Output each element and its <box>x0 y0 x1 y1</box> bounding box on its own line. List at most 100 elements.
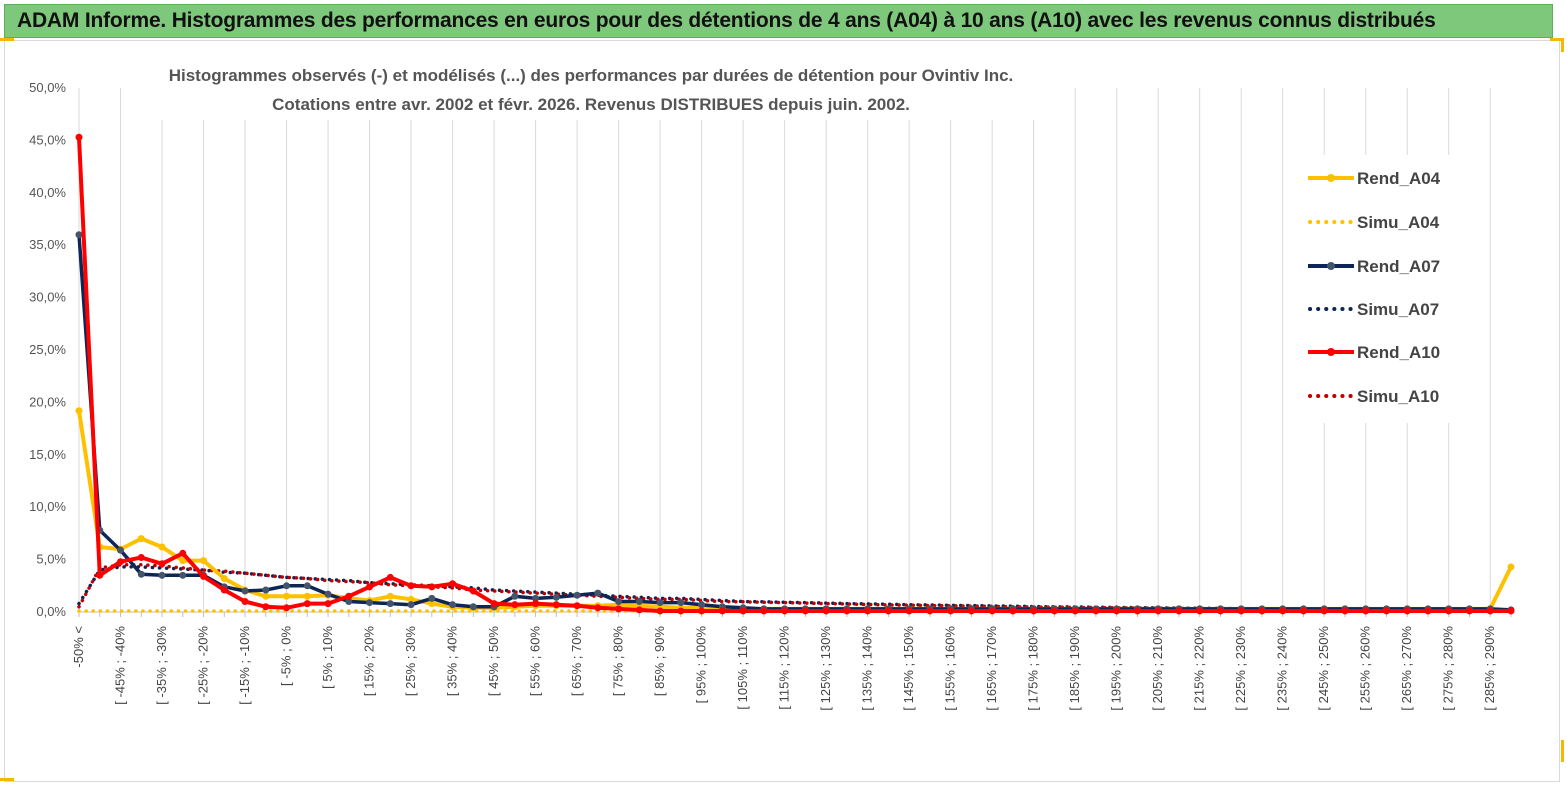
point-rend-a10 <box>386 573 394 581</box>
point-rend-a10 <box>345 592 353 600</box>
corner-mark-bl <box>0 778 14 781</box>
point-rend-a10 <box>428 583 436 591</box>
point-rend-a10 <box>801 607 809 615</box>
x-tick-label: [ 105% ; 110% <box>735 626 750 710</box>
legend-marker-rend-a10 <box>1327 348 1335 356</box>
point-rend-a10 <box>573 602 581 610</box>
point-rend-a10 <box>615 605 623 613</box>
point-rend-a10 <box>677 607 685 615</box>
point-rend-a07 <box>386 600 394 608</box>
series-line-rend-a10 <box>77 137 1511 613</box>
point-rend-a10 <box>718 607 726 615</box>
point-rend-a10 <box>1279 607 1287 615</box>
point-rend-a07 <box>366 599 374 607</box>
point-rend-a10 <box>137 554 145 562</box>
point-rend-a07 <box>303 582 311 590</box>
point-rend-a10 <box>967 607 975 615</box>
point-rend-a07 <box>428 594 436 602</box>
chart-title-line1: Histogrammes observés (-) et modélisés (… <box>169 66 1014 85</box>
x-tick-label: [ -25% ; -20% <box>196 626 211 705</box>
point-rend-a04 <box>1507 563 1515 571</box>
point-rend-a10 <box>1113 607 1121 615</box>
x-tick-label: [ -35% ; -30% <box>154 626 169 705</box>
point-rend-a10 <box>1196 607 1204 615</box>
legend: Rend_A04 Simu_A04 Rend_A07 Simu_A07 Rend_A10… <box>1308 169 1441 406</box>
x-tick-label: [ 155% ; 160% <box>943 626 958 711</box>
x-tick-label: [ 75% ; 80% <box>611 626 626 697</box>
point-rend-a10 <box>1092 607 1100 615</box>
point-rend-a07 <box>532 594 540 602</box>
point-rend-a10 <box>552 601 560 609</box>
point-rend-a10 <box>96 571 104 579</box>
point-rend-a10 <box>220 586 228 594</box>
point-rend-a10 <box>366 583 374 591</box>
point-rend-a10 <box>656 607 664 615</box>
x-tick-label: [ 245% ; 250% <box>1316 626 1331 711</box>
point-rend-a10 <box>407 582 415 590</box>
x-tick-label: [ 165% ; 170% <box>984 626 999 711</box>
point-rend-a04 <box>303 592 311 600</box>
point-rend-a10 <box>988 607 996 615</box>
point-rend-a10 <box>75 133 83 141</box>
x-tick-label: [ 135% ; 140% <box>860 626 875 711</box>
point-rend-a10 <box>490 600 498 608</box>
point-rend-a10 <box>1299 607 1307 615</box>
x-tick-label: [ 285% ; 290% <box>1482 626 1497 711</box>
point-rend-a07 <box>635 598 643 606</box>
point-rend-a10 <box>822 607 830 615</box>
y-tick-label: 30,0% <box>29 290 66 305</box>
corner-mark-tl <box>0 38 14 41</box>
legend-background <box>1298 155 1488 423</box>
legend-label-rend-a07: Rend_A07 <box>1357 257 1440 276</box>
x-tick-label: [ 235% ; 240% <box>1275 626 1290 711</box>
point-rend-a07 <box>75 231 83 239</box>
point-rend-a10 <box>1237 607 1245 615</box>
y-tick-label: 10,0% <box>29 499 66 514</box>
y-tick-label: 50,0% <box>29 80 66 95</box>
y-tick-label: 5,0% <box>36 552 66 567</box>
point-rend-a10 <box>1216 607 1224 615</box>
y-tick-label: 25,0% <box>29 342 66 357</box>
point-rend-a07 <box>241 587 249 595</box>
point-rend-a04 <box>220 574 228 582</box>
point-rend-a10 <box>1382 607 1390 615</box>
point-rend-a10 <box>1424 607 1432 615</box>
x-tick-label: [ 65% ; 70% <box>569 626 584 697</box>
point-rend-a10 <box>1320 607 1328 615</box>
x-tick-label: [ 215% ; 220% <box>1192 626 1207 711</box>
legend-marker-rend-a07 <box>1327 262 1335 270</box>
x-tick-label: [ 265% ; 270% <box>1399 626 1414 711</box>
point-rend-a10 <box>1362 607 1370 615</box>
point-rend-a10 <box>324 600 332 608</box>
y-tick-label: 0,0% <box>36 604 66 619</box>
point-rend-a07 <box>137 570 145 578</box>
point-rend-a04 <box>428 600 436 608</box>
y-tick-label: 35,0% <box>29 237 66 252</box>
x-tick-label: [ 55% ; 60% <box>528 626 543 697</box>
point-rend-a07 <box>552 593 560 601</box>
point-rend-a04 <box>179 557 187 565</box>
legend-label-simu-a10: Simu_A10 <box>1357 387 1439 406</box>
x-tick-label: [ 175% ; 180% <box>1026 626 1041 711</box>
point-rend-a10 <box>1071 607 1079 615</box>
point-rend-a10 <box>884 607 892 615</box>
point-rend-a10 <box>905 607 913 615</box>
x-tick-label: [ 125% ; 130% <box>818 626 833 711</box>
point-rend-a07 <box>262 586 270 594</box>
point-rend-a07 <box>677 599 685 607</box>
point-rend-a10 <box>1050 607 1058 615</box>
chart-title-line2: Cotations entre avr. 2002 et févr. 2026.… <box>272 95 910 114</box>
point-rend-a07 <box>469 603 477 611</box>
point-rend-a10 <box>1465 607 1473 615</box>
x-tick-label: [ 25% ; 30% <box>403 626 418 697</box>
point-rend-a10 <box>926 607 934 615</box>
chart-area <box>4 40 1560 782</box>
point-rend-a10 <box>117 558 125 566</box>
point-rend-a10 <box>532 600 540 608</box>
point-rend-a07 <box>449 601 457 609</box>
point-rend-a04 <box>386 592 394 600</box>
x-axis: -50% < [ -45% ; -40% [ -35% ; -30% [ -25% ;… <box>71 626 1497 711</box>
page-title: ADAM Informe. Histogrammes des performan… <box>17 9 1436 32</box>
point-rend-a10 <box>864 607 872 615</box>
